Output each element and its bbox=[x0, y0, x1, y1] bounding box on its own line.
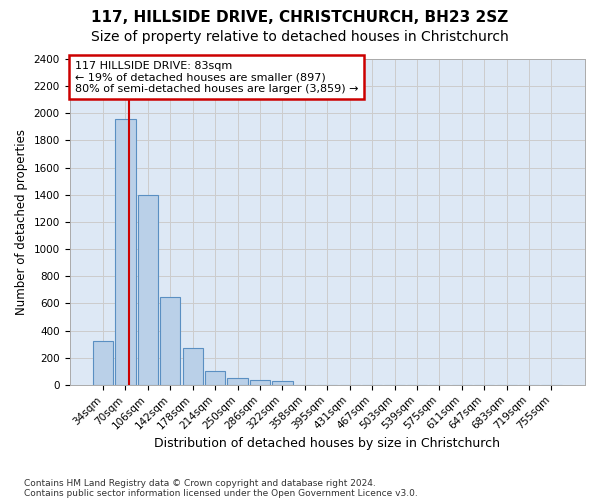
Text: 117, HILLSIDE DRIVE, CHRISTCHURCH, BH23 2SZ: 117, HILLSIDE DRIVE, CHRISTCHURCH, BH23 … bbox=[91, 10, 509, 25]
Text: Contains public sector information licensed under the Open Government Licence v3: Contains public sector information licen… bbox=[24, 488, 418, 498]
Y-axis label: Number of detached properties: Number of detached properties bbox=[15, 129, 28, 315]
Bar bbox=[138, 195, 158, 385]
Bar bbox=[160, 298, 181, 385]
Bar bbox=[182, 348, 203, 385]
Text: Contains HM Land Registry data © Crown copyright and database right 2024.: Contains HM Land Registry data © Crown c… bbox=[24, 478, 376, 488]
Bar bbox=[115, 118, 136, 385]
Bar bbox=[250, 380, 270, 385]
Bar bbox=[205, 372, 225, 385]
Bar bbox=[272, 381, 293, 385]
Bar bbox=[93, 340, 113, 385]
X-axis label: Distribution of detached houses by size in Christchurch: Distribution of detached houses by size … bbox=[154, 437, 500, 450]
Text: 117 HILLSIDE DRIVE: 83sqm
← 19% of detached houses are smaller (897)
80% of semi: 117 HILLSIDE DRIVE: 83sqm ← 19% of detac… bbox=[74, 60, 358, 94]
Text: Size of property relative to detached houses in Christchurch: Size of property relative to detached ho… bbox=[91, 30, 509, 44]
Bar bbox=[227, 378, 248, 385]
